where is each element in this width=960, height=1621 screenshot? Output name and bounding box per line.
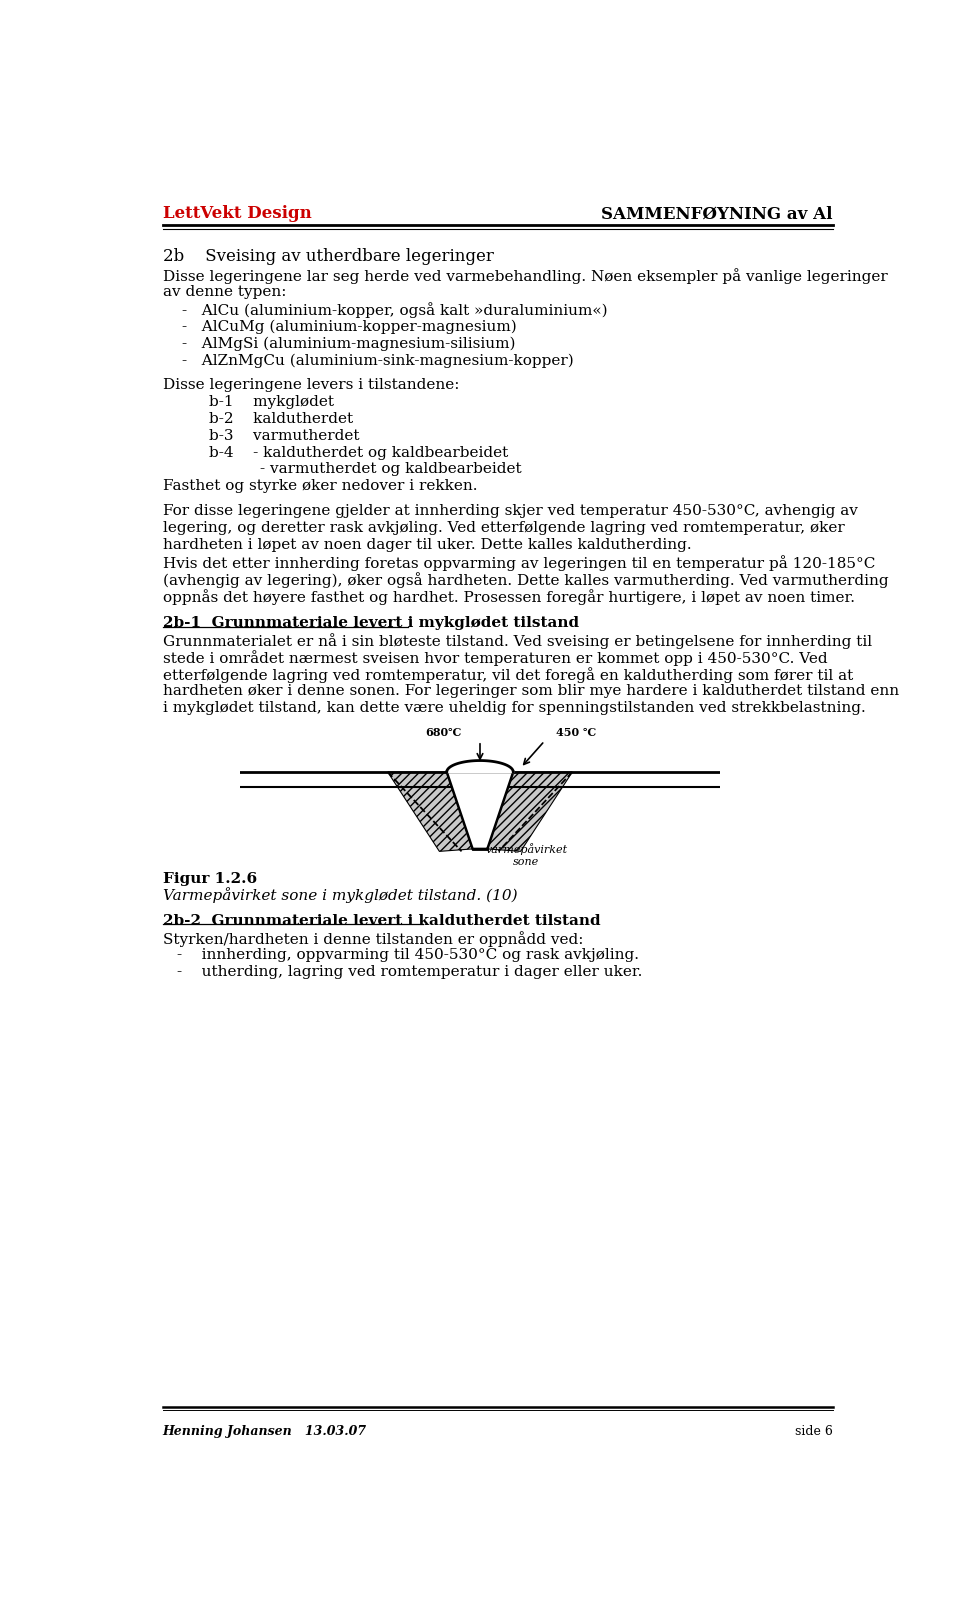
Text: side 6: side 6 — [795, 1425, 833, 1438]
Text: Hvis det etter innherding foretas oppvarming av legeringen til en temperatur på : Hvis det etter innherding foretas oppvar… — [162, 554, 875, 571]
Text: - varmutherdet og kaldbearbeidet: - varmutherdet og kaldbearbeidet — [221, 462, 521, 477]
Polygon shape — [446, 772, 514, 849]
Text: SAMMENFØYNING av Al: SAMMENFØYNING av Al — [602, 206, 833, 222]
Text: b-1    mykglødet: b-1 mykglødet — [209, 396, 334, 408]
Text: i mykglødet tilstand, kan dette være uheldig for spenningstilstanden ved strekkb: i mykglødet tilstand, kan dette være uhe… — [162, 702, 865, 715]
Text: hardheten øker i denne sonen. For legeringer som blir mye hardere i kaldutherdet: hardheten øker i denne sonen. For legeri… — [162, 684, 899, 699]
Text: b-2    kaldutherdet: b-2 kaldutherdet — [209, 412, 353, 426]
Text: etterfølgende lagring ved romtemperatur, vil det foregå en kaldutherding som før: etterfølgende lagring ved romtemperatur,… — [162, 668, 852, 682]
Text: -    utherding, lagring ved romtemperatur i dager eller uker.: - utherding, lagring ved romtemperatur i… — [177, 964, 642, 979]
Text: b-3    varmutherdet: b-3 varmutherdet — [209, 428, 360, 443]
Text: -   AlCuMg (aluminium-kopper-magnesium): - AlCuMg (aluminium-kopper-magnesium) — [182, 319, 516, 334]
Text: -   AlMgSi (aluminium-magnesium-silisium): - AlMgSi (aluminium-magnesium-silisium) — [182, 336, 516, 350]
Text: Disse legeringene levers i tilstandene:: Disse legeringene levers i tilstandene: — [162, 378, 459, 392]
Polygon shape — [388, 772, 472, 851]
Text: 2b    Sveising av utherdbare legeringer: 2b Sveising av utherdbare legeringer — [162, 248, 493, 266]
Text: varmepåvirket
sone: varmepåvirket sone — [485, 843, 567, 867]
Text: -   AlZnMgCu (aluminium-sink-magnesium-kopper): - AlZnMgCu (aluminium-sink-magnesium-kop… — [182, 353, 574, 368]
Text: -    innherding, oppvarming til 450-530°C og rask avkjøling.: - innherding, oppvarming til 450-530°C o… — [177, 948, 638, 961]
Text: hardheten i løpet av noen dager til uker. Dette kalles kaldutherding.: hardheten i løpet av noen dager til uker… — [162, 538, 691, 551]
Text: Grunnmaterialet er nå i sin bløteste tilstand. Ved sveising er betingelsene for : Grunnmaterialet er nå i sin bløteste til… — [162, 634, 872, 650]
Text: 2b-2  Grunnmateriale levert i kaldutherdet tilstand: 2b-2 Grunnmateriale levert i kaldutherde… — [162, 914, 600, 927]
Text: b-4    - kaldutherdet og kaldbearbeidet: b-4 - kaldutherdet og kaldbearbeidet — [209, 446, 509, 459]
Text: 450 ℃: 450 ℃ — [556, 726, 596, 738]
Text: 2b-1  Grunnmateriale levert i mykglødet tilstand: 2b-1 Grunnmateriale levert i mykglødet t… — [162, 616, 579, 631]
Text: (avhengig av legering), øker også hardheten. Dette kalles varmutherding. Ved var: (avhengig av legering), øker også hardhe… — [162, 572, 888, 588]
Text: av denne typen:: av denne typen: — [162, 285, 286, 300]
Text: legering, og deretter rask avkjøling. Ved etterfølgende lagring ved romtemperatu: legering, og deretter rask avkjøling. Ve… — [162, 520, 845, 535]
Text: oppnås det høyere fasthet og hardhet. Prosessen foregår hurtigere, i løpet av no: oppnås det høyere fasthet og hardhet. Pr… — [162, 588, 854, 605]
Text: Figur 1.2.6: Figur 1.2.6 — [162, 872, 256, 887]
Text: Disse legeringene lar seg herde ved varmebehandling. Nøen eksempler på vanlige l: Disse legeringene lar seg herde ved varm… — [162, 269, 887, 284]
Text: Styrken/hardheten i denne tilstanden er oppnådd ved:: Styrken/hardheten i denne tilstanden er … — [162, 930, 583, 947]
Text: 680℃: 680℃ — [425, 726, 462, 738]
Text: Varmepåvirket sone i mykglødet tilstand. (10): Varmepåvirket sone i mykglødet tilstand.… — [162, 888, 517, 903]
Text: LettVekt Design: LettVekt Design — [162, 206, 311, 222]
Polygon shape — [488, 772, 572, 851]
Text: Fasthet og styrke øker nedover i rekken.: Fasthet og styrke øker nedover i rekken. — [162, 480, 477, 493]
Text: -   AlCu (aluminium-kopper, også kalt »duraluminium«): - AlCu (aluminium-kopper, også kalt »dur… — [182, 303, 608, 318]
Text: Henning Johansen   13.03.07: Henning Johansen 13.03.07 — [162, 1425, 367, 1438]
Text: stede i området nærmest sveisen hvor temperaturen er kommet opp i 450-530°C. Ved: stede i området nærmest sveisen hvor tem… — [162, 650, 828, 666]
Text: For disse legeringene gjelder at innherding skjer ved temperatur 450-530°C, avhe: For disse legeringene gjelder at innherd… — [162, 504, 857, 519]
